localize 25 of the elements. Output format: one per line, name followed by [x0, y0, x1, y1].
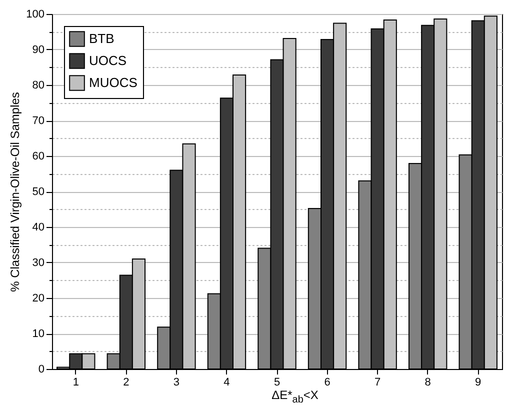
y-tick-label: 50 [32, 186, 44, 198]
x-tick-label: 5 [274, 376, 280, 388]
y-tick-label: 60 [32, 150, 44, 162]
legend-label: MUOCS [89, 75, 138, 90]
legend-label: UOCS [89, 53, 127, 68]
x-axis-title: ΔE*$_{ab}$<X [270, 388, 320, 406]
legend-label: BTB [89, 31, 114, 46]
y-tick-label: 30 [32, 257, 44, 269]
y-tick-label: 10 [32, 328, 44, 340]
x-tick-label: 8 [424, 376, 431, 388]
x-tick-label: 1 [72, 376, 79, 388]
y-axis-title: % Classified Virgin-Olive-Oil Samples [8, 92, 22, 292]
x-tick-label: 3 [173, 376, 180, 388]
y-tick-label: 40 [32, 222, 44, 234]
x-tick-label: 2 [123, 376, 130, 388]
x-tick-label: 9 [475, 376, 482, 388]
y-tick-label: 20 [32, 292, 44, 304]
y-tick-label: 90 [32, 44, 44, 56]
y-tick-label: 70 [32, 115, 44, 127]
y-tick-label: 80 [32, 80, 44, 92]
x-tick-label: 6 [324, 376, 330, 388]
y-tick-label: 100 [26, 8, 44, 20]
x-tick-label: 7 [374, 376, 381, 388]
y-tick-label: 0 [38, 364, 44, 376]
x-tick-label: 4 [224, 376, 230, 388]
